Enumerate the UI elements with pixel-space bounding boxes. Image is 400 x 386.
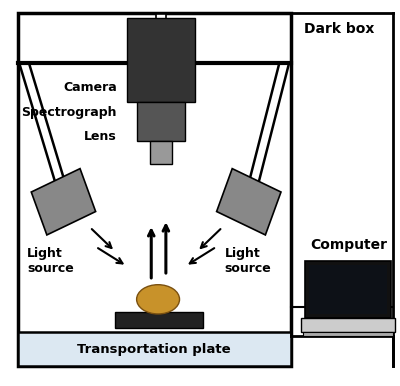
Bar [309,265,387,314]
Bar [304,332,393,336]
Bar [302,318,395,332]
Text: Light
source: Light source [224,247,271,275]
Bar [156,15,166,63]
Bar [127,19,195,102]
Bar [115,312,203,328]
Text: Transportation plate: Transportation plate [77,343,231,356]
Bar [18,332,291,366]
Polygon shape [31,169,96,235]
Bar [18,12,291,366]
Bar [305,261,391,318]
Bar [150,141,172,164]
Text: Light
source: Light source [27,247,74,275]
Bar [137,102,185,141]
Text: Lens: Lens [84,130,117,143]
Text: Spectrograph: Spectrograph [22,105,117,119]
Text: Camera: Camera [63,81,117,94]
Polygon shape [217,169,281,235]
Ellipse shape [137,285,180,314]
Text: Computer: Computer [310,237,387,252]
Text: Dark box: Dark box [304,22,375,36]
